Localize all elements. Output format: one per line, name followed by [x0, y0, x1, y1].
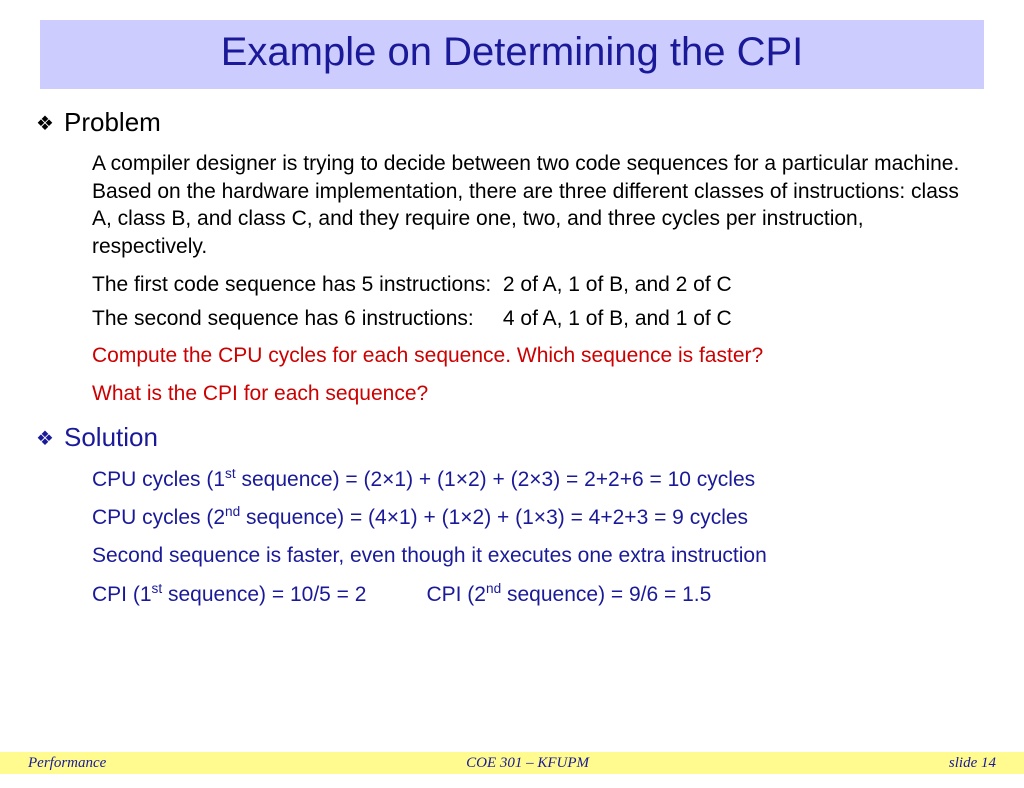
- text: CPI (2: [426, 583, 486, 606]
- problem-seq2: The second sequence has 6 instructions: …: [92, 305, 960, 333]
- title-bar: Example on Determining the CPI: [40, 20, 984, 89]
- problem-heading: ❖ Problem: [64, 107, 960, 138]
- slide-content: ❖ Problem A compiler designer is trying …: [0, 89, 1024, 609]
- cpi-1: CPI (1st sequence) = 10/5 = 2: [92, 580, 366, 609]
- solution-line-3: Second sequence is faster, even though i…: [92, 542, 960, 570]
- text: sequence) = (4×1) + (1×2) + (1×3) = 4+2+…: [240, 506, 748, 529]
- diamond-bullet-icon: ❖: [36, 111, 54, 136]
- solution-line-2: CPU cycles (2nd sequence) = (4×1) + (1×2…: [92, 503, 960, 532]
- diamond-bullet-icon: ❖: [36, 426, 54, 451]
- footer-center: COE 301 – KFUPM: [466, 755, 589, 772]
- solution-cpi-row: CPI (1st sequence) = 10/5 = 2 CPI (2nd s…: [92, 580, 960, 609]
- solution-line-1: CPU cycles (1st sequence) = (2×1) + (1×2…: [92, 465, 960, 494]
- problem-question-2: What is the CPI for each sequence?: [92, 380, 960, 408]
- solution-heading: ❖ Solution: [64, 422, 960, 453]
- superscript: nd: [225, 504, 240, 519]
- footer-left: Performance: [28, 755, 106, 772]
- problem-question-1: Compute the CPU cycles for each sequence…: [92, 342, 960, 370]
- text: sequence) = (2×1) + (1×2) + (2×3) = 2+2+…: [236, 468, 756, 491]
- solution-body: CPU cycles (1st sequence) = (2×1) + (1×2…: [64, 465, 960, 609]
- footer-right: slide 14: [949, 755, 996, 772]
- superscript: st: [152, 581, 163, 596]
- text: CPU cycles (2: [92, 506, 225, 529]
- text: CPU cycles (1: [92, 468, 225, 491]
- problem-seq1: The first code sequence has 5 instructio…: [92, 271, 960, 299]
- solution-heading-text: Solution: [64, 422, 158, 452]
- text: CPI (1: [92, 583, 152, 606]
- text: sequence) = 10/5 = 2: [162, 583, 366, 606]
- problem-body: A compiler designer is trying to decide …: [64, 150, 960, 408]
- problem-heading-text: Problem: [64, 107, 161, 137]
- superscript: nd: [486, 581, 501, 596]
- slide-title: Example on Determining the CPI: [40, 30, 984, 75]
- cpi-2: CPI (2nd sequence) = 9/6 = 1.5: [426, 580, 711, 609]
- problem-intro: A compiler designer is trying to decide …: [92, 150, 960, 261]
- text: sequence) = 9/6 = 1.5: [501, 583, 711, 606]
- footer-bar: Performance COE 301 – KFUPM slide 14: [0, 752, 1024, 774]
- superscript: st: [225, 466, 236, 481]
